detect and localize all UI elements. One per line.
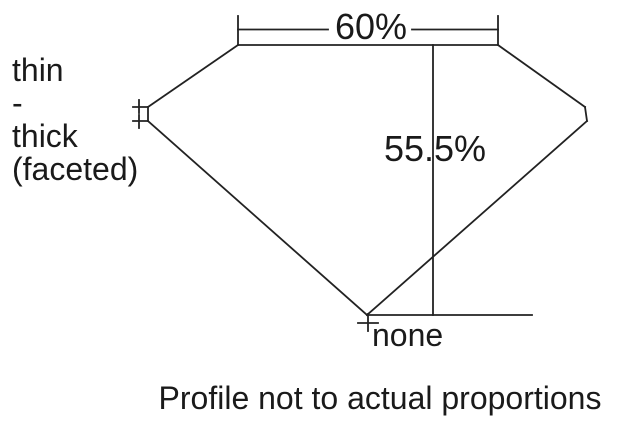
girdle-label: thin - thick (faceted) — [12, 54, 138, 186]
crown-facet-right — [496, 43, 587, 109]
crown-facet-left — [146, 43, 240, 109]
girdle-label-line-1: thin — [12, 52, 64, 88]
girdle-label-line-2: - — [12, 85, 23, 121]
depth-label: 55.5% — [383, 128, 487, 169]
line-group — [132, 15, 589, 332]
girdle-label-line-3: thick — [12, 118, 78, 154]
table-width-label: 60% — [334, 6, 408, 47]
caption: Profile not to actual proportions — [158, 380, 602, 416]
culet-label: none — [372, 317, 444, 353]
pavilion-facet-left — [146, 119, 369, 317]
girdle-edge-right — [583, 105, 589, 123]
pavilion-facet-right — [365, 119, 589, 317]
girdle-label-line-4: (faceted) — [12, 151, 139, 187]
